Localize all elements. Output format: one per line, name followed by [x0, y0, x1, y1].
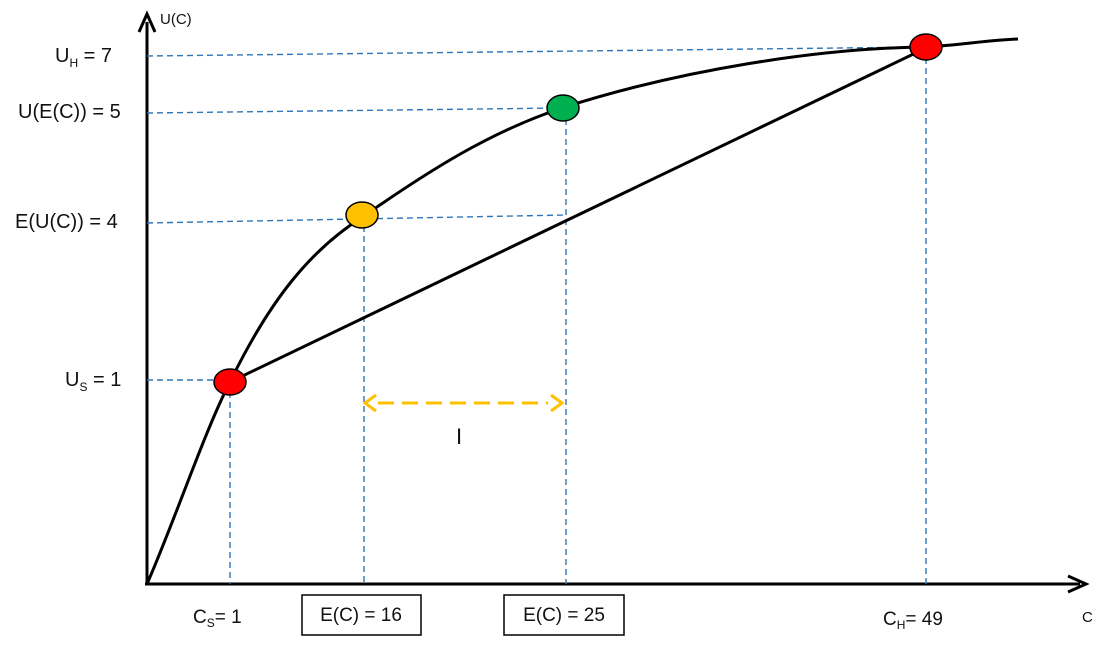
- label-ch: CH= 49: [883, 609, 943, 632]
- x-axis-label: C: [1082, 609, 1093, 626]
- box-ec16: [301, 594, 422, 636]
- gap-arrow-left-head: [362, 393, 377, 413]
- label-cs: CS= 1: [193, 607, 242, 630]
- utility-curve: [145, 37, 1019, 585]
- point-expected-value: [546, 94, 580, 122]
- label-ec16: E(C) = 16: [320, 605, 402, 626]
- gap-label: I: [456, 424, 462, 449]
- label-euc: E(U(C)) = 4: [15, 211, 118, 233]
- y-axis-label: U(C): [160, 11, 192, 28]
- box-ec25: [503, 594, 625, 636]
- point-high-outcome: [909, 33, 943, 61]
- expected-utility-chord: [229, 46, 927, 384]
- y-axis-arrowhead: [137, 10, 157, 33]
- x-axis-arrowhead: [1067, 574, 1090, 594]
- label-ec25: E(C) = 25: [523, 605, 605, 626]
- label-uh: UH = 7: [55, 45, 112, 70]
- point-certainty-equivalent: [345, 201, 379, 229]
- guide-uec: [146, 107, 563, 114]
- label-uec: U(E(C)) = 5: [18, 101, 121, 123]
- label-us: US = 1: [65, 369, 121, 394]
- point-low-outcome: [213, 368, 247, 396]
- gap-arrow-right-head: [550, 393, 565, 413]
